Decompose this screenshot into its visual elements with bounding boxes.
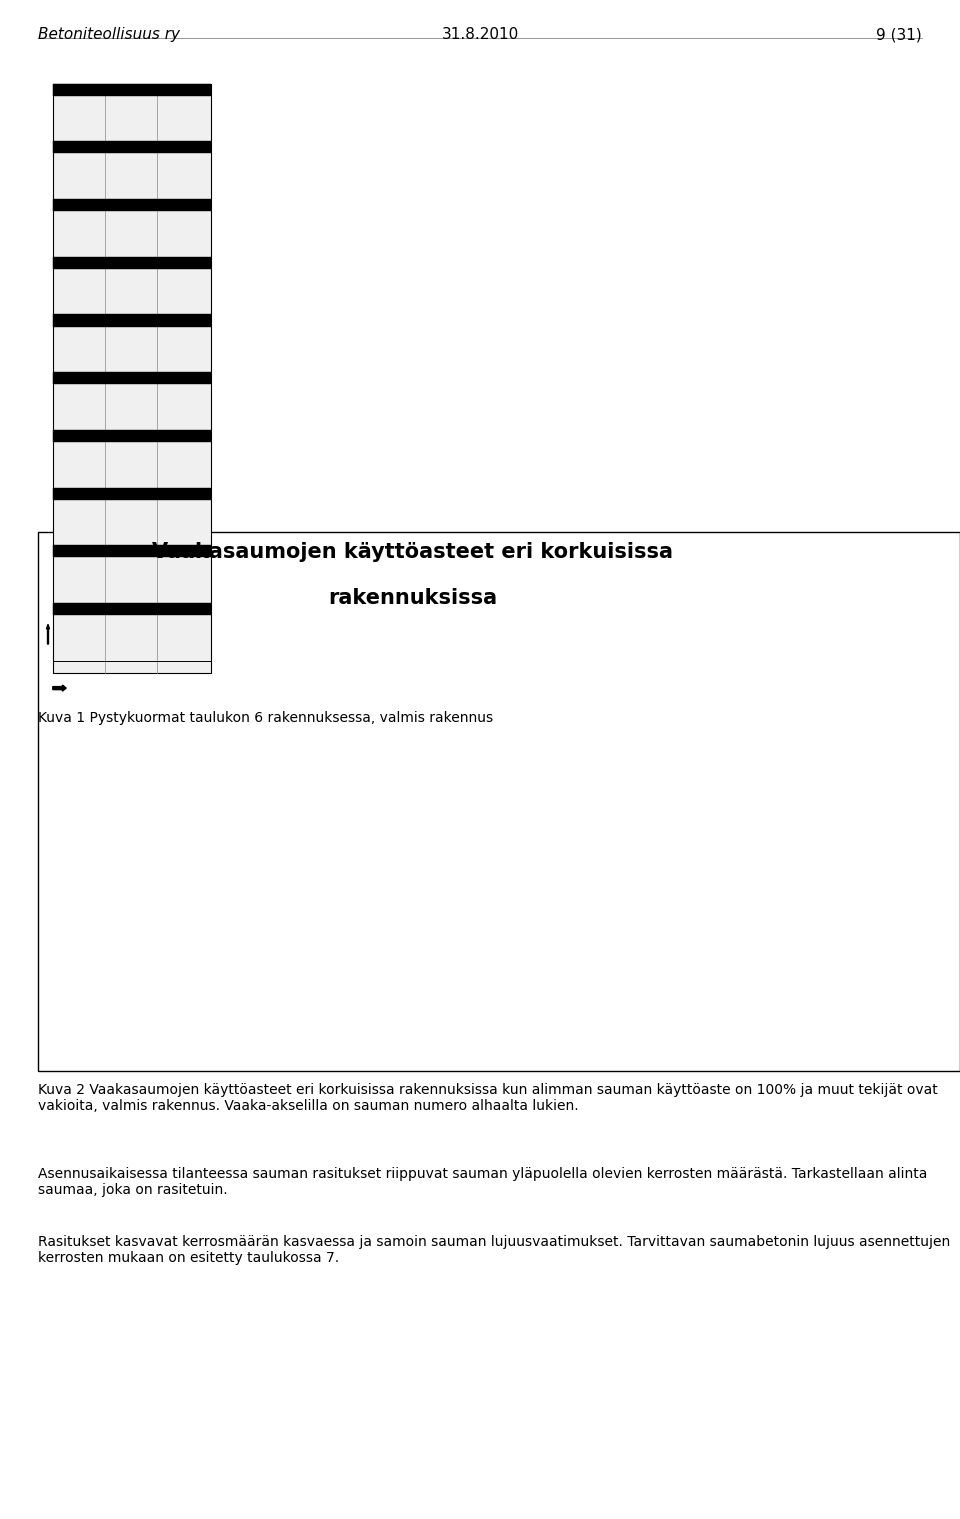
10.krs rakennus — [378, 835, 390, 854]
5.krs rakennus — [205, 775, 217, 793]
6.krs rakennus — [378, 930, 390, 948]
8.krs rakennus — [436, 914, 447, 933]
Line: 8.krs rakennus: 8.krs rakennus — [150, 720, 561, 1010]
6.krs rakennus — [436, 978, 447, 996]
7.krs rakennus — [148, 715, 159, 734]
10.krs rakennus — [148, 715, 159, 734]
6.krs rakennus — [321, 873, 332, 892]
7.krs rakennus — [493, 990, 505, 1009]
7.krs rakennus — [436, 943, 447, 962]
4.krs rakennus — [148, 715, 159, 734]
9.krs rakennus — [493, 924, 505, 942]
6.krs rakennus — [263, 842, 275, 860]
10.krs rakennus — [666, 1000, 678, 1018]
7.krs rakennus — [321, 851, 332, 869]
10.krs rakennus — [609, 965, 620, 983]
10.krs rakennus — [205, 747, 217, 766]
Text: 31.8.2010: 31.8.2010 — [442, 27, 518, 43]
Line: 4.krs rakennus: 4.krs rakennus — [150, 720, 330, 966]
Line: 5.krs rakennus: 5.krs rakennus — [150, 711, 388, 981]
8.krs rakennus — [148, 715, 159, 734]
Y-axis label: Sauman käyttöaste: Sauman käyttöaste — [74, 782, 87, 919]
Line: 6.krs rakennus: 6.krs rakennus — [148, 718, 447, 992]
8.krs rakennus — [378, 880, 390, 898]
9.krs rakennus — [263, 778, 275, 796]
10.krs rakennus — [436, 867, 447, 886]
4.krs rakennus — [321, 952, 332, 971]
Text: Rasitukset kasvavat kerrosmäärän kasvaessa ja samoin sauman lujuusvaatimukset. T: Rasitukset kasvavat kerrosmäärän kasvaes… — [38, 1235, 950, 1265]
Text: Kuva 2 Vaakasaumojen käyttöasteet eri korkuisissa rakennuksissa kun alimman saum: Kuva 2 Vaakasaumojen käyttöasteet eri ko… — [38, 1083, 938, 1113]
7.krs rakennus — [378, 898, 390, 916]
8.krs rakennus — [263, 791, 275, 810]
5.krs rakennus — [148, 705, 159, 723]
7.krs rakennus — [205, 763, 217, 781]
9.krs rakennus — [378, 848, 390, 866]
6.krs rakennus — [205, 778, 217, 796]
10.krs rakennus — [263, 772, 275, 790]
5.krs rakennus — [263, 842, 275, 860]
5.krs rakennus — [321, 905, 332, 924]
Text: rakennuksissa: rakennuksissa — [328, 588, 497, 608]
10.krs rakennus — [493, 902, 505, 921]
9.krs rakennus — [148, 715, 159, 734]
6.krs rakennus — [148, 715, 159, 734]
9.krs rakennus — [205, 740, 217, 758]
10.krs rakennus — [551, 933, 563, 951]
8.krs rakennus — [205, 753, 217, 772]
Legend: 10.krs rakennus, 9.krs rakennus, 8.krs rakennus, 7.krs rakennus, 6.krs rakennus,: 10.krs rakennus, 9.krs rakennus, 8.krs r… — [719, 649, 893, 805]
4.krs rakennus — [263, 873, 275, 892]
Text: Betoniteollisuus ry: Betoniteollisuus ry — [38, 27, 180, 43]
8.krs rakennus — [321, 832, 332, 851]
Text: 9 (31): 9 (31) — [876, 27, 922, 43]
7.krs rakennus — [263, 810, 275, 828]
Text: Asennusaikaisessa tilanteessa sauman rasitukset riippuvat sauman yläpuolella ole: Asennusaikaisessa tilanteessa sauman ras… — [38, 1167, 927, 1197]
Line: 7.krs rakennus: 7.krs rakennus — [149, 718, 504, 1004]
Text: Kuva 1 Pystykuormat taulukon 6 rakennuksessa, valmis rakennus: Kuva 1 Pystykuormat taulukon 6 rakennuks… — [38, 711, 493, 725]
5.krs rakennus — [378, 968, 390, 986]
8.krs rakennus — [551, 996, 563, 1015]
9.krs rakennus — [436, 889, 447, 907]
Line: 10.krs rakennus: 10.krs rakennus — [150, 720, 676, 1013]
4.krs rakennus — [205, 794, 217, 813]
8.krs rakennus — [493, 955, 505, 974]
Line: 9.krs rakennus: 9.krs rakennus — [150, 720, 618, 1010]
10.krs rakennus — [321, 804, 332, 822]
Text: Vaakasaumojen käyttöasteet eri korkuisissa: Vaakasaumojen käyttöasteet eri korkuisis… — [153, 542, 673, 562]
9.krs rakennus — [321, 816, 332, 834]
9.krs rakennus — [551, 962, 563, 980]
9.krs rakennus — [609, 996, 620, 1015]
